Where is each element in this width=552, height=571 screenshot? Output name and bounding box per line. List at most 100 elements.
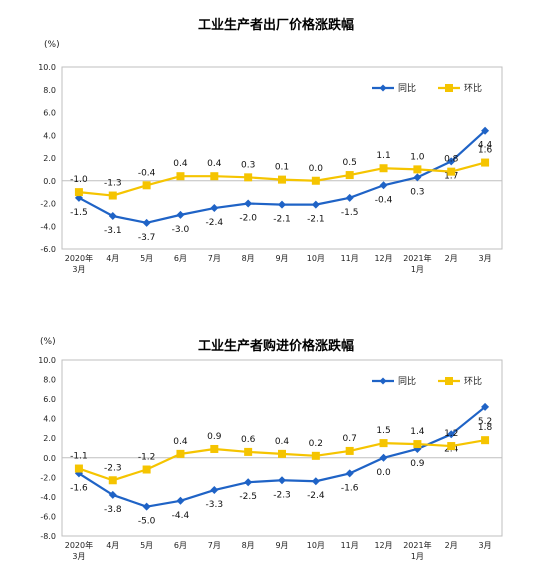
data-label: 0.8 [444,155,459,165]
data-point-marker [481,436,490,445]
data-label: -3.7 [138,233,156,243]
data-point-marker [447,157,456,166]
data-point-marker [108,212,117,221]
data-label: -2.1 [307,215,325,225]
data-label: -3.8 [104,505,122,515]
data-point-marker [447,442,456,451]
data-label: 1.6 [478,146,493,156]
data-label: -1.6 [70,483,88,493]
y-tick-label: -6.0 [40,245,56,254]
data-label: -4.4 [172,511,190,521]
data-point-marker [447,167,456,176]
y-tick-label: 2.0 [43,434,56,443]
x-tick-label: 2月 [445,541,458,550]
x-tick-label: 6月 [174,541,187,550]
chart-plot-svg: 10.0 8.0 6.0 4.0 2.0 0.0 -2.0 -4.0 -6.0 -8.0 2020年… [38,356,503,561]
data-point-marker [210,486,219,495]
data-point-marker [447,430,456,439]
data-point-marker [176,496,185,505]
y-tick-label: 2.0 [43,154,56,163]
data-label: -2.3 [104,463,122,473]
data-label: 0.2 [309,439,323,449]
chart-title: 工业生产者购进价格涨跌幅 [197,339,354,354]
y-tick-label: 10.0 [38,63,56,72]
data-label: 1.5 [376,426,390,436]
data-point-marker [345,171,354,180]
data-label: -1.1 [70,452,88,462]
data-point-marker [278,476,286,485]
y-tick-label: 4.0 [43,415,56,424]
data-point-marker [176,210,185,219]
data-point-marker [379,181,388,190]
legend-swatch-marker [445,84,453,92]
data-point-marker [379,164,388,173]
y-tick-label: -2.0 [40,473,56,482]
plot-area [61,359,503,537]
y-tick-label: 8.0 [43,86,56,95]
y-tick-label: -6.0 [40,512,56,521]
data-label: -1.0 [70,175,88,185]
data-point-marker [108,191,117,200]
legend-swatch-marker [379,84,387,92]
data-point-marker [244,447,253,456]
data-label: -1.6 [341,483,359,493]
data-point-marker [108,490,117,499]
x-tick-label: 4月 [106,254,119,263]
x-tick-label: 6月 [174,254,187,263]
x-tick-label: 5月 [140,254,153,263]
data-point-marker [210,444,219,453]
y-tick-label: 4.0 [43,131,56,140]
x-tick-label: 2021年 1月 [403,253,431,274]
x-tick-label: 2月 [445,254,458,263]
data-point-marker [278,175,286,184]
data-label: 0.4 [207,159,222,169]
x-tick-label: 5月 [140,541,153,550]
data-point-marker [481,402,490,411]
data-point-marker [481,158,490,167]
data-label: -2.0 [239,214,257,224]
data-label: 0.5 [343,158,357,168]
x-tick-label: 12月 [374,541,392,550]
data-point-marker [210,172,219,181]
x-tick-label: 12月 [374,254,392,263]
x-tick-label: 9月 [275,254,288,263]
data-label: -2.4 [206,218,224,228]
data-point-marker [413,440,422,449]
data-point-marker [176,449,185,458]
data-point-marker [278,449,286,458]
data-point-marker [311,176,320,185]
x-tick-label: 3月 [479,541,492,550]
data-label: 1.1 [376,151,390,161]
data-point-marker [74,188,83,197]
data-label: 0.4 [173,159,188,169]
data-label: 0.3 [410,187,424,197]
data-label: -2.1 [273,215,291,225]
y-tick-label: 10.0 [38,356,56,365]
x-tick-label: 10月 [307,254,325,263]
chart-input-price: 工业生产者购进价格涨跌幅 (%) 10.0 8.0 6.0 4.0 2.0 0.0 -2.0… [0,285,552,571]
data-label: 1.8 [478,423,493,433]
data-label: 0.4 [275,437,290,447]
y-tick-label: -4.0 [40,222,56,231]
legend-label: 同比 [398,375,416,387]
x-tick-label: 8月 [242,541,255,550]
data-label: 0.1 [275,163,289,173]
x-tick-label: 10月 [307,541,325,550]
data-point-marker [345,193,354,202]
data-label: 4.4 [478,141,493,151]
data-point-marker [278,200,286,209]
data-point-marker [210,204,219,213]
data-label: -3.3 [206,500,224,510]
data-point-marker [244,173,253,182]
data-label: -0.4 [375,195,393,205]
data-label: 0.9 [207,432,222,442]
plot-area [61,66,503,250]
x-tick-label: 11月 [341,541,359,550]
y-tick-label: 0.0 [43,177,56,186]
legend-label: 同比 [398,82,416,94]
y-tick-label: 6.0 [43,395,56,404]
data-label: 1.4 [410,427,425,437]
data-point-marker [142,181,151,190]
data-point-marker [142,465,151,474]
y-tick-label: 8.0 [43,376,56,385]
